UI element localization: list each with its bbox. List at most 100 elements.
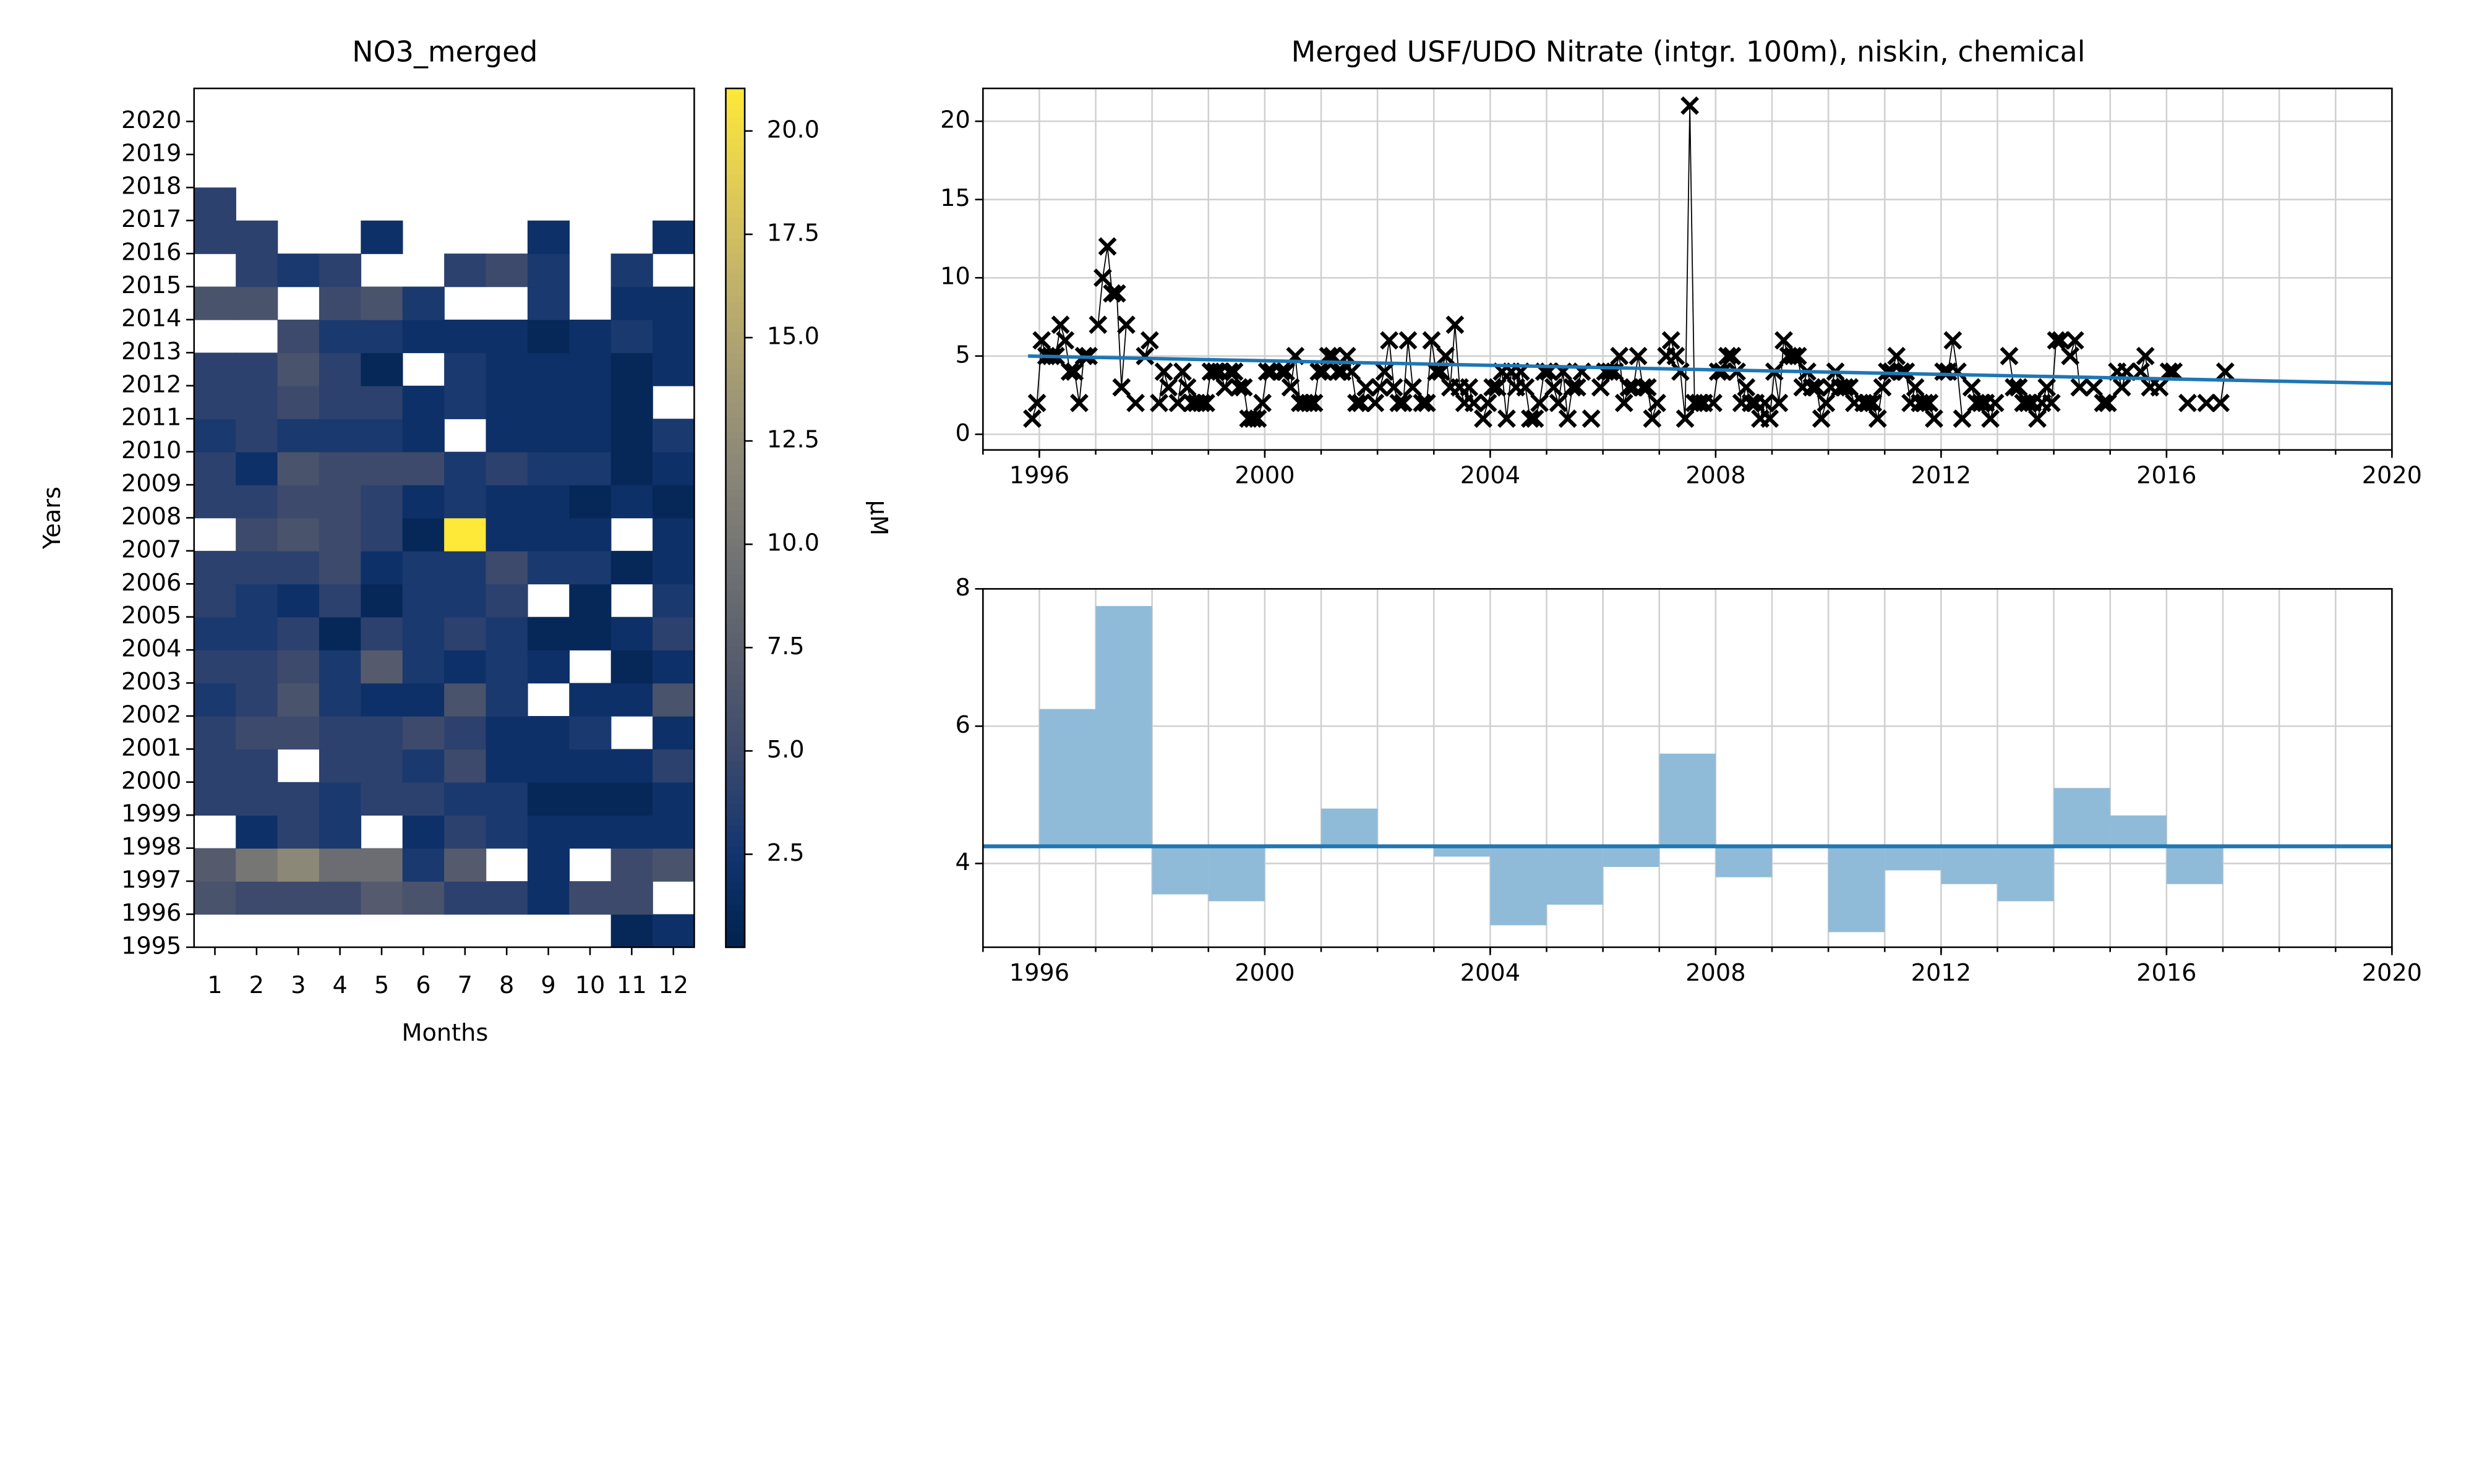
heatmap-cell [569, 385, 612, 419]
heatmap-cell [527, 749, 570, 783]
data-point [1953, 409, 1972, 428]
colorbar-segment [726, 274, 745, 283]
heatmap-cell [236, 385, 278, 419]
data-point [1671, 362, 1690, 382]
bar [1659, 753, 1716, 846]
data-point [1347, 393, 1366, 412]
data-point [1638, 378, 1657, 397]
data-point [1060, 362, 1079, 382]
heatmap-cell [194, 220, 236, 254]
heatmap-cell [402, 683, 445, 717]
y-tick-label: 8 [956, 574, 970, 602]
data-point [2052, 331, 2070, 350]
data-point [1107, 284, 1126, 303]
colorbar-segment [726, 682, 745, 691]
data-point [1366, 393, 1385, 412]
heatmap-cell [569, 881, 612, 915]
colorbar-segment [726, 618, 745, 626]
data-point [2099, 393, 2117, 412]
data-point [2047, 331, 2066, 350]
heatmap-cell [653, 550, 695, 585]
heatmap-cell [236, 815, 278, 849]
colorbar-segment [726, 897, 745, 905]
heatmap-cell [402, 385, 445, 419]
data-point [1023, 409, 1042, 428]
heatmap-cell [653, 518, 695, 552]
colorbar-segment [726, 818, 745, 827]
y-tick-label: 6 [956, 711, 970, 739]
heatmap-cell [236, 352, 278, 386]
x-tick-label: 6 [416, 971, 430, 999]
heatmap-cell [236, 848, 278, 882]
heatmap-cell [277, 848, 320, 882]
x-tick-label: 2004 [1460, 959, 1520, 987]
heatmap-cell [527, 881, 570, 915]
heatmap-cell [569, 683, 612, 717]
heatmap-cell [194, 385, 236, 419]
data-point [1567, 378, 1586, 397]
colorbar-segment [726, 610, 745, 619]
colorbar-segment [726, 281, 745, 290]
heatmap-cell [194, 616, 236, 650]
heatmap-cell [527, 518, 570, 552]
data-point [2164, 362, 2183, 382]
heatmap-cell [653, 815, 695, 849]
x-tick-label: 2012 [1911, 959, 1971, 987]
data-point [1873, 378, 1892, 397]
x-tick-label: 9 [541, 971, 555, 999]
data-point [1159, 378, 1178, 397]
colorbar-segment [726, 518, 745, 526]
colorbar-segment [726, 639, 745, 648]
y-tick-label: 1997 [121, 866, 181, 894]
colorbar-segment [726, 260, 745, 268]
heatmap-cell [527, 286, 570, 320]
y-tick-label: 2005 [121, 602, 181, 629]
bar [1603, 846, 1659, 868]
colorbar-segment [726, 360, 745, 369]
colorbar-segment [726, 796, 745, 805]
heatmap-cell [486, 352, 528, 386]
data-point [1140, 331, 1159, 350]
heatmap-cell [277, 584, 320, 618]
colorbar-segment [726, 189, 745, 197]
data-point [1220, 362, 1239, 382]
colorbar-tick-label: 17.5 [767, 219, 820, 247]
data-point [1760, 409, 1779, 428]
data-point [1868, 409, 1887, 428]
data-point [1920, 393, 1939, 412]
heatmap-cell [236, 254, 278, 288]
heatmap-cell [486, 451, 528, 485]
y-tick-label: 4 [956, 848, 970, 876]
data-point [1943, 331, 1963, 350]
colorbar-segment [726, 539, 745, 548]
heatmap-cell [653, 286, 695, 320]
data-point [1070, 393, 1089, 412]
heatmap-cell [486, 815, 528, 849]
heatmap-cell [486, 616, 528, 650]
bar [1039, 709, 1096, 846]
colorbar-segment [726, 746, 745, 755]
heatmap-cell [486, 254, 528, 288]
colorbar-segment [726, 267, 745, 276]
heatmap-cell [610, 352, 653, 386]
heatmap-cell [402, 815, 445, 849]
colorbar-segment [726, 696, 745, 705]
colorbar-segment [726, 389, 745, 397]
data-point [2112, 378, 2131, 397]
heatmap-cell [236, 286, 278, 320]
heatmap-cell [653, 584, 695, 618]
heatmap-cell [444, 385, 487, 419]
heatmap-cell [402, 419, 445, 453]
heatmap-cell [486, 419, 528, 453]
y-tick-label: 2003 [121, 668, 181, 696]
data-point [1398, 331, 1418, 350]
data-point [1474, 409, 1492, 428]
line-title: Merged USF/UDO Nitrate (intgr. 100m), ni… [1291, 35, 2086, 68]
heatmap-cell [361, 584, 403, 618]
heatmap-cell [486, 650, 528, 684]
x-tick-label: 1996 [1009, 959, 1069, 987]
colorbar-segment [726, 854, 745, 863]
heatmap-cell [653, 352, 695, 386]
data-point [2065, 331, 2084, 350]
colorbar-segment [726, 124, 745, 132]
